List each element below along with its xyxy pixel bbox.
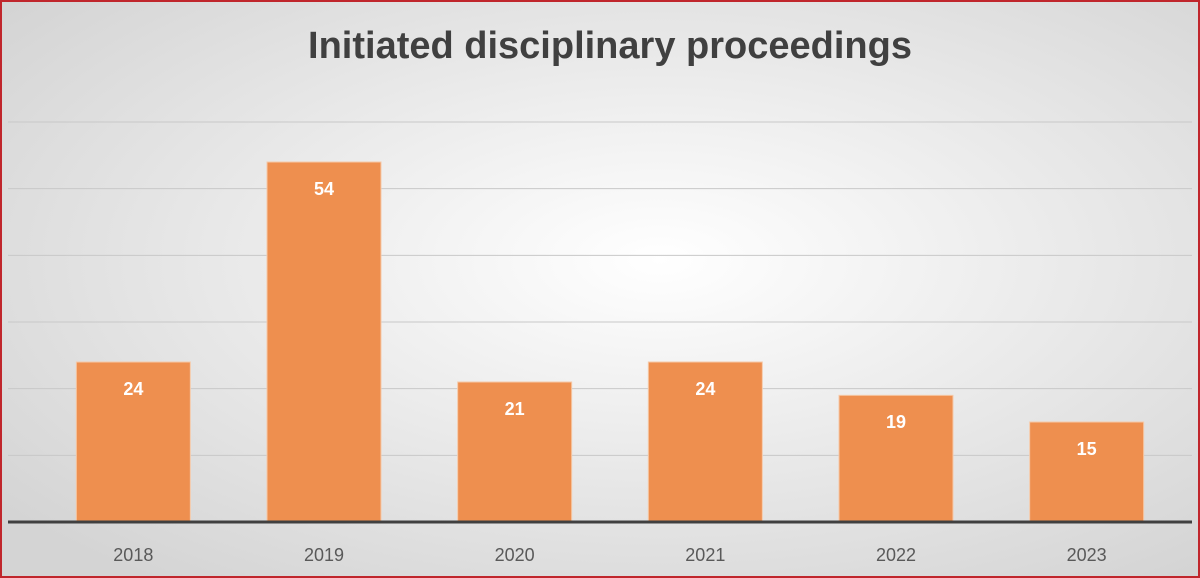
x-tick-label: 2020 bbox=[495, 545, 535, 565]
data-label: 54 bbox=[314, 179, 334, 199]
bar bbox=[647, 361, 763, 523]
data-label: 21 bbox=[505, 399, 525, 419]
bar bbox=[1029, 421, 1145, 523]
x-tick-label: 2022 bbox=[876, 545, 916, 565]
bar bbox=[838, 394, 954, 523]
x-tick-label: 2021 bbox=[685, 545, 725, 565]
bar bbox=[266, 161, 382, 523]
bar bbox=[457, 381, 573, 523]
chart-title: Initiated disciplinary proceedings bbox=[308, 25, 912, 67]
x-tick-label: 2019 bbox=[304, 545, 344, 565]
x-tick-label: 2018 bbox=[113, 545, 153, 565]
data-label: 24 bbox=[695, 379, 715, 399]
data-label: 15 bbox=[1077, 439, 1097, 459]
x-tick-label: 2023 bbox=[1067, 545, 1107, 565]
data-label: 19 bbox=[886, 412, 906, 432]
bar bbox=[75, 361, 191, 523]
data-label: 24 bbox=[123, 379, 143, 399]
